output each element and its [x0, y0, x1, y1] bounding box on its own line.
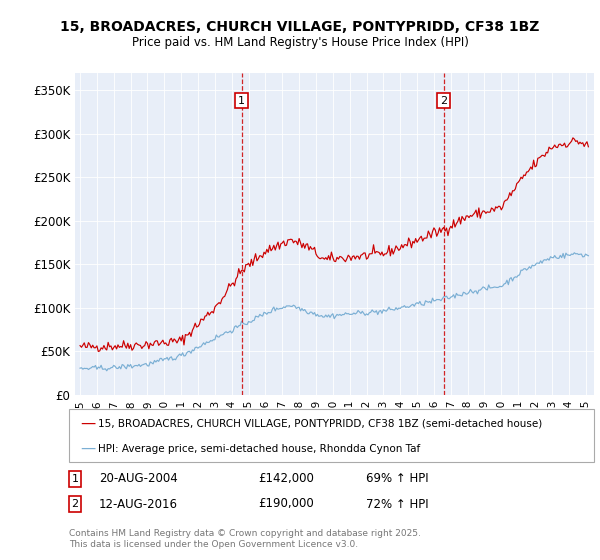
Text: —: — — [80, 441, 95, 456]
Text: 20-AUG-2004: 20-AUG-2004 — [99, 472, 178, 486]
Text: 2: 2 — [440, 96, 448, 106]
Text: 69% ↑ HPI: 69% ↑ HPI — [366, 472, 428, 486]
Text: Contains HM Land Registry data © Crown copyright and database right 2025.
This d: Contains HM Land Registry data © Crown c… — [69, 529, 421, 549]
Text: Price paid vs. HM Land Registry's House Price Index (HPI): Price paid vs. HM Land Registry's House … — [131, 36, 469, 49]
Text: 1: 1 — [71, 474, 79, 484]
Text: 72% ↑ HPI: 72% ↑ HPI — [366, 497, 428, 511]
Text: £142,000: £142,000 — [258, 472, 314, 486]
Text: 15, BROADACRES, CHURCH VILLAGE, PONTYPRIDD, CF38 1BZ (semi-detached house): 15, BROADACRES, CHURCH VILLAGE, PONTYPRI… — [98, 419, 542, 429]
Text: —: — — [80, 416, 95, 431]
Text: 2: 2 — [71, 499, 79, 509]
Text: £190,000: £190,000 — [258, 497, 314, 511]
Text: 1: 1 — [238, 96, 245, 106]
Text: HPI: Average price, semi-detached house, Rhondda Cynon Taf: HPI: Average price, semi-detached house,… — [98, 444, 420, 454]
Text: 15, BROADACRES, CHURCH VILLAGE, PONTYPRIDD, CF38 1BZ: 15, BROADACRES, CHURCH VILLAGE, PONTYPRI… — [61, 20, 539, 34]
Text: 12-AUG-2016: 12-AUG-2016 — [99, 497, 178, 511]
